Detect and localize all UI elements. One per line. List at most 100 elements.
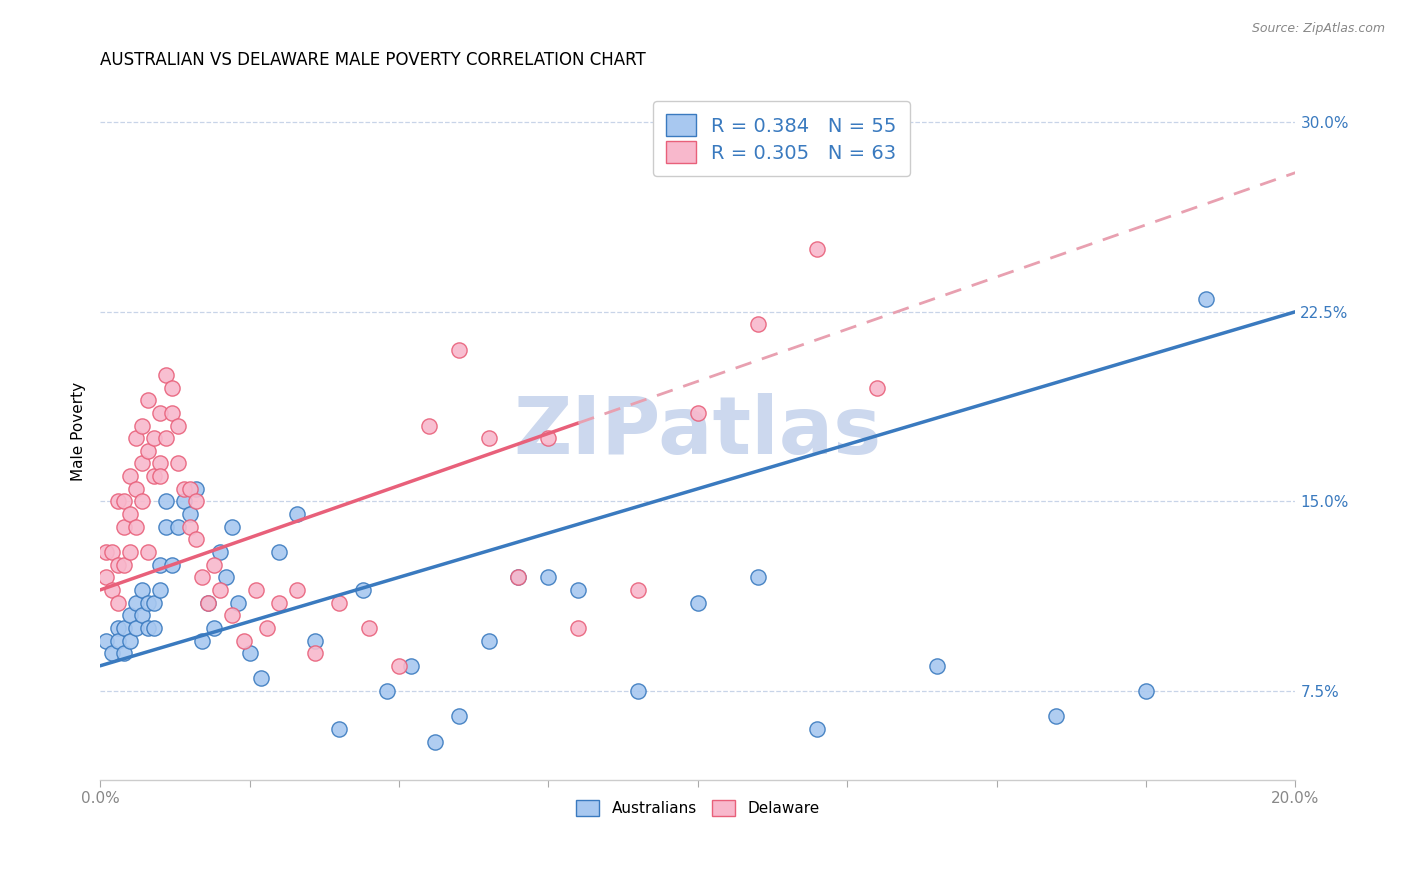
Point [478, 633, 501, 648]
Point [627, 684, 650, 698]
Point [94, 570, 117, 584]
Point [256, 621, 278, 635]
Point [447, 709, 470, 723]
Point [94, 633, 117, 648]
Point [184, 494, 207, 508]
Point [447, 343, 470, 357]
Point [328, 722, 350, 736]
Point [160, 381, 183, 395]
Point [149, 469, 172, 483]
Point [328, 596, 350, 610]
Point [155, 519, 177, 533]
Point [221, 519, 243, 533]
Point [107, 596, 129, 610]
Point [131, 457, 153, 471]
Point [232, 633, 254, 648]
Point [112, 646, 135, 660]
Point [131, 418, 153, 433]
Point [142, 469, 165, 483]
Point [245, 582, 267, 597]
Point [418, 418, 440, 433]
Point [136, 621, 159, 635]
Point [208, 545, 231, 559]
Point [686, 406, 709, 420]
Point [173, 482, 195, 496]
Point [214, 570, 236, 584]
Point [107, 558, 129, 572]
Point [388, 658, 411, 673]
Point [94, 545, 117, 559]
Point [112, 558, 135, 572]
Point [107, 633, 129, 648]
Point [537, 570, 560, 584]
Point [925, 658, 948, 673]
Point [118, 608, 141, 623]
Point [202, 621, 225, 635]
Point [238, 646, 260, 660]
Point [478, 431, 501, 445]
Point [1135, 684, 1157, 698]
Point [508, 570, 530, 584]
Point [142, 596, 165, 610]
Point [627, 582, 650, 597]
Point [125, 621, 148, 635]
Point [131, 494, 153, 508]
Point [125, 431, 148, 445]
Point [179, 507, 201, 521]
Point [399, 658, 422, 673]
Point [101, 582, 124, 597]
Point [269, 545, 291, 559]
Point [269, 596, 291, 610]
Point [136, 443, 159, 458]
Point [166, 418, 188, 433]
Point [304, 633, 326, 648]
Point [131, 582, 153, 597]
Point [285, 582, 308, 597]
Point [155, 431, 177, 445]
Point [166, 457, 188, 471]
Point [508, 570, 530, 584]
Point [806, 722, 828, 736]
Point [197, 596, 219, 610]
Point [112, 621, 135, 635]
Point [125, 519, 148, 533]
Point [112, 519, 135, 533]
Point [160, 558, 183, 572]
Point [107, 621, 129, 635]
Point [359, 621, 381, 635]
Point [131, 608, 153, 623]
Point [149, 558, 172, 572]
Point [226, 596, 249, 610]
Point [221, 608, 243, 623]
Point [352, 582, 374, 597]
Point [179, 482, 201, 496]
Point [375, 684, 398, 698]
Point [155, 368, 177, 382]
Point [806, 242, 828, 256]
Point [179, 519, 201, 533]
Point [136, 545, 159, 559]
Point [149, 457, 172, 471]
Text: AUSTRALIAN VS DELAWARE MALE POVERTY CORRELATION CHART: AUSTRALIAN VS DELAWARE MALE POVERTY CORR… [100, 51, 645, 69]
Point [125, 482, 148, 496]
Point [285, 507, 308, 521]
Point [142, 621, 165, 635]
Point [1045, 709, 1067, 723]
Point [118, 545, 141, 559]
Point [166, 519, 188, 533]
Point [136, 393, 159, 408]
Point [208, 582, 231, 597]
Text: Source: ZipAtlas.com: Source: ZipAtlas.com [1251, 22, 1385, 36]
Point [142, 431, 165, 445]
Point [184, 482, 207, 496]
Point [250, 672, 273, 686]
Point [866, 381, 889, 395]
Point [1195, 292, 1218, 306]
Point [197, 596, 219, 610]
Point [190, 633, 212, 648]
Point [136, 596, 159, 610]
Point [184, 533, 207, 547]
Point [567, 582, 589, 597]
Point [304, 646, 326, 660]
Point [747, 318, 769, 332]
